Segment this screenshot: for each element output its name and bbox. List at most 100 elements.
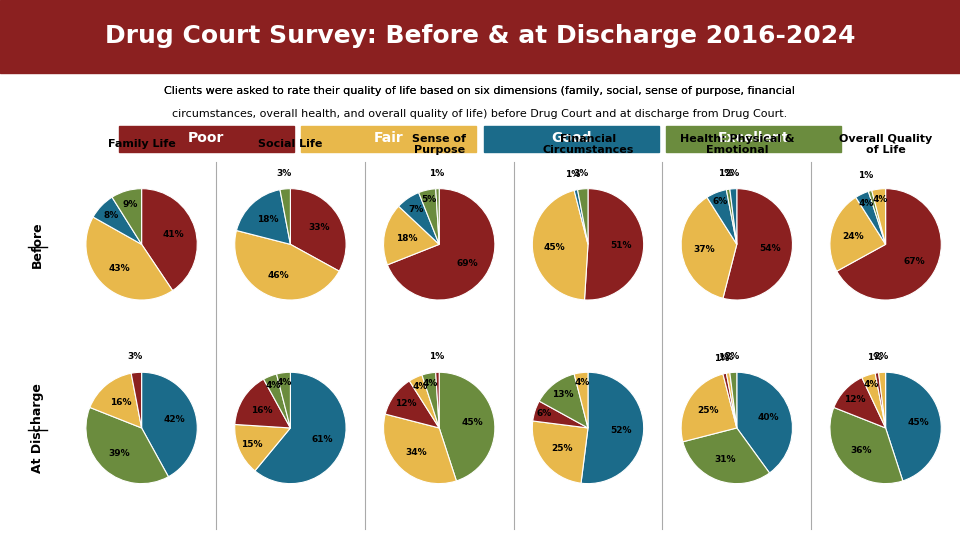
Wedge shape [419,189,440,244]
Text: 1%: 1% [429,352,444,361]
Wedge shape [235,424,290,471]
Text: 4%: 4% [864,380,879,389]
Text: Clients were asked to rate their quality of life based on six dimensions (family: Clients were asked to rate their quality… [164,86,796,96]
Text: 42%: 42% [163,415,184,424]
Text: At Discharge: At Discharge [31,383,44,473]
Wedge shape [574,372,588,428]
Text: 9%: 9% [122,200,137,209]
Text: 36%: 36% [851,447,872,455]
Wedge shape [90,373,142,428]
Text: 31%: 31% [715,455,736,464]
Text: 4%: 4% [575,378,590,387]
Wedge shape [132,372,142,428]
Text: 3%: 3% [574,169,588,178]
Wedge shape [255,372,346,484]
Text: 46%: 46% [267,271,289,280]
Text: 51%: 51% [611,241,632,250]
Text: 2%: 2% [725,352,740,361]
Wedge shape [533,191,588,300]
Bar [119,126,294,152]
Bar [301,126,476,152]
Wedge shape [876,373,885,428]
Wedge shape [730,372,737,428]
Text: 18%: 18% [396,234,418,242]
Wedge shape [112,188,142,244]
Text: 43%: 43% [108,265,130,273]
Text: 24%: 24% [843,232,864,240]
Wedge shape [869,191,885,244]
Wedge shape [885,372,941,481]
Text: 6%: 6% [712,198,728,206]
Text: 25%: 25% [551,444,572,453]
Text: Excellent: Excellent [718,131,789,145]
Wedge shape [682,374,737,442]
Wedge shape [276,372,291,428]
Wedge shape [398,193,440,244]
Text: 1%: 1% [713,354,729,363]
Text: 3%: 3% [128,353,142,361]
Text: 4%: 4% [423,379,439,388]
Wedge shape [384,206,440,265]
Text: 54%: 54% [759,244,780,253]
Wedge shape [683,428,770,484]
Wedge shape [141,188,197,291]
Wedge shape [730,188,737,244]
Wedge shape [533,401,588,428]
Wedge shape [235,231,339,300]
Text: 25%: 25% [697,407,719,415]
Wedge shape [436,372,440,428]
Text: 7%: 7% [408,205,423,214]
Wedge shape [723,373,737,428]
Wedge shape [707,190,737,244]
Text: 12%: 12% [395,399,417,408]
Wedge shape [834,377,885,428]
Wedge shape [682,197,737,298]
Text: 1%: 1% [718,170,733,178]
Text: Good: Good [551,131,591,145]
Text: 1%: 1% [858,171,874,180]
Wedge shape [436,188,440,244]
Wedge shape [727,189,737,244]
Wedge shape [385,381,440,428]
Text: 1%: 1% [867,353,882,362]
Text: 3%: 3% [276,169,291,178]
Text: 37%: 37% [693,245,714,254]
Wedge shape [93,197,142,244]
Text: 4%: 4% [266,381,281,390]
Wedge shape [388,188,494,300]
Text: 45%: 45% [908,418,929,427]
Text: 33%: 33% [308,223,330,232]
Wedge shape [533,421,588,483]
Text: 4%: 4% [277,378,293,387]
Text: 18%: 18% [256,215,278,225]
Wedge shape [264,374,290,428]
Text: 16%: 16% [252,406,273,415]
Text: 1%: 1% [564,170,580,179]
Wedge shape [439,372,494,481]
Text: Overall Quality
of Life: Overall Quality of Life [839,134,932,156]
Wedge shape [855,191,885,244]
Text: Fair: Fair [374,131,403,145]
Text: 2%: 2% [725,168,740,178]
Wedge shape [581,372,643,484]
Text: 5%: 5% [421,195,437,204]
Wedge shape [236,190,290,244]
Text: 52%: 52% [611,426,632,435]
Text: 1%: 1% [718,353,733,362]
Text: 8%: 8% [104,211,119,220]
Text: 61%: 61% [311,435,332,444]
Text: Financial
Circumstances: Financial Circumstances [542,134,634,156]
Text: 4%: 4% [858,199,874,207]
Wedge shape [862,373,885,428]
Text: 40%: 40% [757,413,780,422]
Text: 13%: 13% [552,390,573,400]
Text: Social Life: Social Life [258,139,323,150]
Wedge shape [141,372,197,477]
Wedge shape [235,379,290,428]
Wedge shape [727,373,737,428]
Wedge shape [878,372,886,428]
Wedge shape [574,190,588,244]
Wedge shape [86,408,168,484]
Wedge shape [280,188,291,244]
Wedge shape [585,188,643,300]
